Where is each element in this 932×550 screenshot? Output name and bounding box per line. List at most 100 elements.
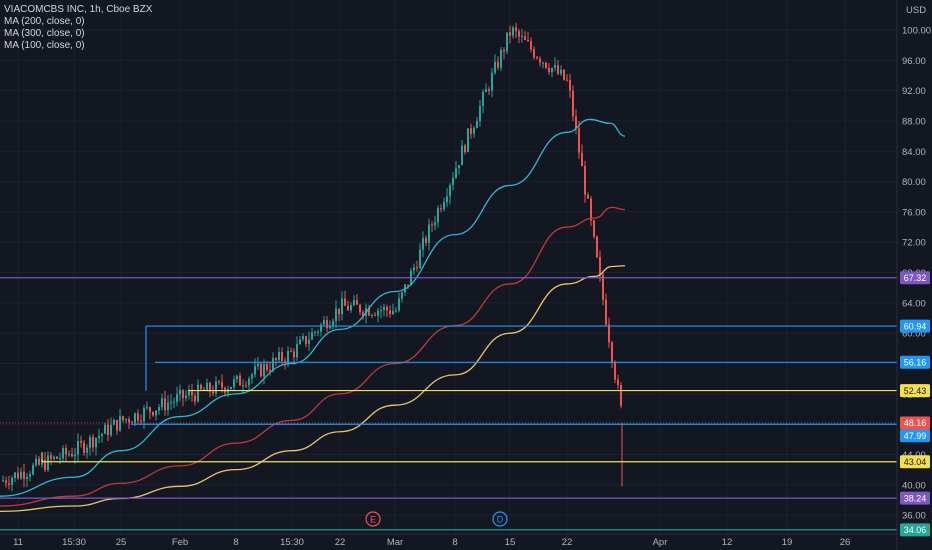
candle-body bbox=[614, 363, 616, 380]
candle-body bbox=[338, 308, 340, 315]
candle-body bbox=[557, 65, 559, 74]
candle-body bbox=[50, 455, 52, 459]
candle-body bbox=[281, 352, 283, 361]
price-badge-label: 60.94 bbox=[904, 321, 927, 331]
time-tick-label: Apr bbox=[653, 537, 668, 548]
time-tick-label: 15 bbox=[505, 537, 516, 548]
symbol-title[interactable]: VIACOMCBS INC, 1h, Cboe BZX bbox=[4, 4, 153, 15]
candle-body bbox=[515, 27, 517, 32]
candle-body bbox=[380, 310, 382, 312]
candle-body bbox=[113, 420, 115, 425]
candle-body bbox=[197, 384, 199, 402]
time-tick-label: 15:30 bbox=[280, 537, 304, 548]
candle-body bbox=[290, 350, 292, 352]
candle-body bbox=[374, 314, 376, 316]
candle-body bbox=[266, 364, 268, 370]
candle-body bbox=[434, 222, 436, 226]
price-badge-label: 47.99 bbox=[904, 431, 927, 441]
candle-body bbox=[308, 339, 310, 345]
candle-body bbox=[581, 152, 583, 167]
candle-body bbox=[173, 401, 175, 403]
candle-body bbox=[245, 385, 247, 387]
candle-body bbox=[116, 420, 118, 431]
candle-body bbox=[11, 477, 13, 485]
time-tick-label: 22 bbox=[562, 537, 573, 548]
candle-body bbox=[500, 49, 502, 68]
candle-body bbox=[350, 305, 352, 311]
event-marker-circle bbox=[365, 511, 381, 527]
candle-body bbox=[392, 310, 394, 315]
candle-body bbox=[14, 472, 16, 478]
price-badge bbox=[900, 455, 930, 469]
candle-body bbox=[359, 304, 361, 313]
candle-body bbox=[257, 363, 259, 367]
candle-body bbox=[221, 381, 223, 388]
candle-body bbox=[86, 447, 88, 453]
price-tick-label: 92.00 bbox=[902, 86, 926, 97]
candle-body bbox=[596, 236, 598, 258]
candle-body bbox=[275, 358, 277, 360]
candle-body bbox=[176, 394, 178, 402]
candle-body bbox=[329, 325, 331, 329]
legend-ma-300[interactable]: MA (300, close, 0) bbox=[4, 28, 85, 39]
candle-body bbox=[368, 307, 370, 316]
candle-body bbox=[521, 36, 523, 38]
candle-body bbox=[35, 458, 37, 466]
candle-body bbox=[278, 352, 280, 360]
candle-body bbox=[407, 284, 409, 286]
price-tick-label: 64.00 bbox=[902, 298, 926, 309]
candle-body bbox=[419, 249, 421, 269]
candle-body bbox=[254, 366, 256, 375]
candle-body bbox=[305, 336, 307, 345]
candle-body bbox=[26, 476, 28, 480]
candle-body bbox=[449, 185, 451, 197]
candle-body bbox=[335, 308, 337, 322]
horizontal-levels bbox=[0, 277, 897, 531]
time-tick-label: 8 bbox=[233, 537, 238, 548]
candle-body bbox=[473, 128, 475, 134]
candle-body bbox=[146, 407, 148, 409]
candle-body bbox=[578, 128, 580, 153]
price-tick-label: 72.00 bbox=[902, 238, 926, 249]
candle-body bbox=[233, 379, 235, 387]
time-tick-label: 19 bbox=[782, 537, 793, 548]
legend-ma-200[interactable]: MA (200, close, 0) bbox=[4, 16, 85, 27]
candle-body bbox=[125, 419, 127, 421]
price-badge-label: 56.16 bbox=[904, 358, 927, 368]
price-series bbox=[2, 22, 623, 492]
candle-body bbox=[167, 402, 169, 411]
candle-body bbox=[143, 407, 145, 422]
candle-body bbox=[548, 67, 550, 73]
price-badge bbox=[900, 416, 930, 430]
candle-body bbox=[488, 89, 490, 91]
candle-body bbox=[155, 410, 157, 416]
legend-ma-100[interactable]: MA (100, close, 0) bbox=[4, 40, 85, 51]
candle-body bbox=[44, 459, 46, 470]
chart-grid bbox=[0, 0, 897, 534]
candle-body bbox=[482, 91, 484, 106]
price-badge bbox=[900, 523, 930, 537]
candle-body bbox=[590, 198, 592, 221]
candle-body bbox=[92, 437, 94, 448]
candle-body bbox=[506, 32, 508, 52]
candle-body bbox=[386, 306, 388, 311]
candle-body bbox=[536, 57, 538, 59]
candle-body bbox=[395, 310, 397, 312]
candle-body bbox=[389, 310, 391, 315]
candle-body bbox=[524, 36, 526, 40]
candle-body bbox=[323, 320, 325, 325]
candle-body bbox=[38, 458, 40, 465]
candle-body bbox=[179, 389, 181, 395]
time-tick-label: Mar bbox=[387, 537, 403, 548]
candle-body bbox=[128, 419, 130, 423]
candle-body bbox=[158, 407, 160, 411]
candle-body bbox=[371, 314, 373, 316]
price-tick-label: 60.00 bbox=[902, 329, 926, 340]
candle-body bbox=[560, 69, 562, 74]
candle-body bbox=[200, 384, 202, 390]
candle-body bbox=[347, 305, 349, 311]
candle-body bbox=[362, 312, 364, 316]
time-axis[interactable]: 11 15:30 25 Feb 8 15:30 22 Mar 8 15 22 Apr 12 19 26 bbox=[0, 533, 897, 548]
candle-body bbox=[215, 381, 217, 394]
